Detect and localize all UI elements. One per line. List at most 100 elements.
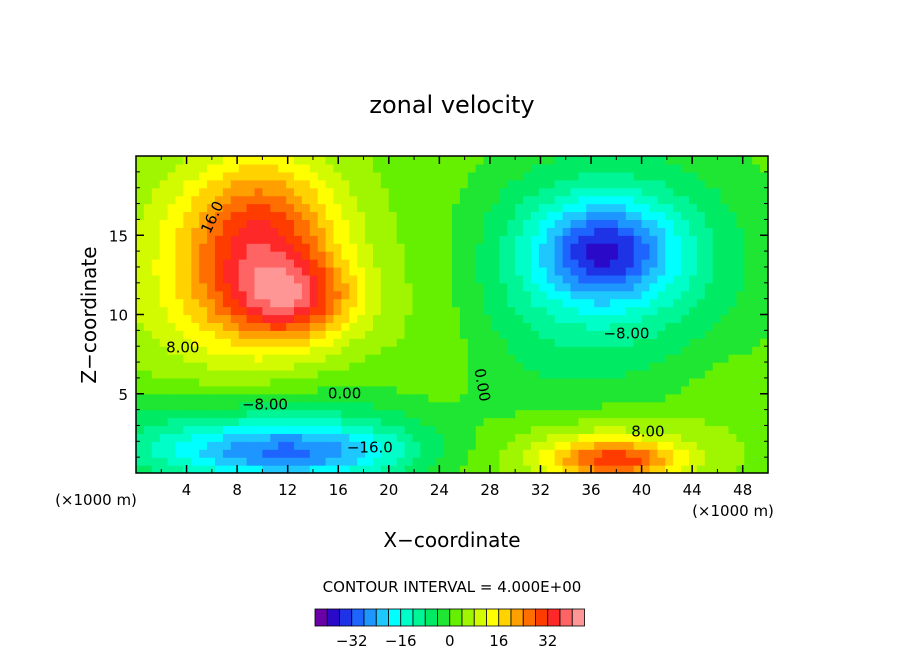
field-cell [151,425,161,434]
field-cell [562,259,572,268]
field-cell [357,211,366,220]
field-cell [143,449,153,458]
field-cell [610,433,619,442]
field-cell [491,195,500,205]
field-cell [760,219,768,228]
field-cell [380,449,390,458]
field-cell [365,369,374,379]
field-cell [452,465,461,473]
field-cell [420,282,429,292]
field-cell [570,211,579,220]
field-cell [673,441,682,450]
field-cell [744,314,753,324]
field-cell [341,156,350,165]
field-cell [752,282,761,292]
field-cell [254,243,263,252]
field-cell [396,211,406,220]
field-cell [238,385,248,395]
field-cell [388,195,398,205]
x-tick-label: 24 [430,481,449,499]
field-cell [357,179,366,189]
field-cell [594,171,603,181]
field-cell [159,243,169,252]
field-cell [325,369,335,379]
field-cell [373,211,382,220]
field-cell [349,266,358,276]
field-cell [475,219,485,228]
field-cell [610,259,619,268]
field-cell [420,457,429,466]
field-cell [333,354,342,363]
field-cell [373,306,382,316]
field-cell [301,235,311,244]
field-cell [222,235,232,244]
field-cell [230,449,240,458]
field-cell [215,322,224,331]
field-cell [625,465,635,473]
field-cell [207,227,216,236]
field-cell [136,156,145,165]
field-cell [373,266,382,276]
field-cell [649,362,658,371]
field-cell [317,171,327,181]
field-cell [538,171,548,181]
field-cell [333,195,342,205]
field-cell [294,433,303,442]
field-cell [736,156,745,165]
field-cell [523,219,532,228]
field-cell [349,354,358,363]
field-cell [760,282,768,292]
field-cell [491,346,500,355]
field-cell [388,441,398,450]
field-cell [380,425,390,434]
field-cell [531,449,540,458]
field-cell [317,417,327,427]
field-cell [459,401,469,411]
field-cell [452,314,461,324]
field-cell [159,393,169,403]
field-cell [602,219,611,228]
field-cell [420,156,429,165]
field-cell [491,393,500,403]
field-cell [159,449,169,458]
field-cell [736,409,745,419]
field-cell [349,322,358,331]
field-cell [689,433,698,442]
field-cell [444,401,453,411]
field-cell [270,393,279,403]
field-cell [483,227,493,236]
field-cell [752,385,761,395]
field-cell [665,417,674,427]
field-cell [396,274,406,284]
field-cell [412,243,421,252]
field-cell [602,251,611,260]
field-cell [681,171,690,181]
field-cell [341,385,350,395]
field-cell [467,187,477,197]
field-cell [728,298,737,308]
field-cell [752,433,761,442]
field-cell [404,235,414,244]
field-cell [728,266,737,276]
field-cell [294,235,303,244]
field-cell [744,171,753,181]
field-cell [230,314,240,324]
field-cell [657,187,666,197]
field-cell [428,195,437,205]
field-cell [436,298,445,308]
field-cell [578,425,587,434]
field-cell [617,433,627,442]
field-cell [736,235,745,244]
field-cell [301,417,311,427]
field-cell [475,211,485,220]
field-cell [681,219,690,228]
field-cell [436,417,445,427]
field-cell [673,298,682,308]
field-cell [428,156,437,165]
field-cell [752,195,761,205]
field-cell [207,449,216,458]
field-cell [602,163,611,173]
field-cell [136,330,145,339]
field-cell [736,266,745,276]
field-cell [309,425,319,434]
